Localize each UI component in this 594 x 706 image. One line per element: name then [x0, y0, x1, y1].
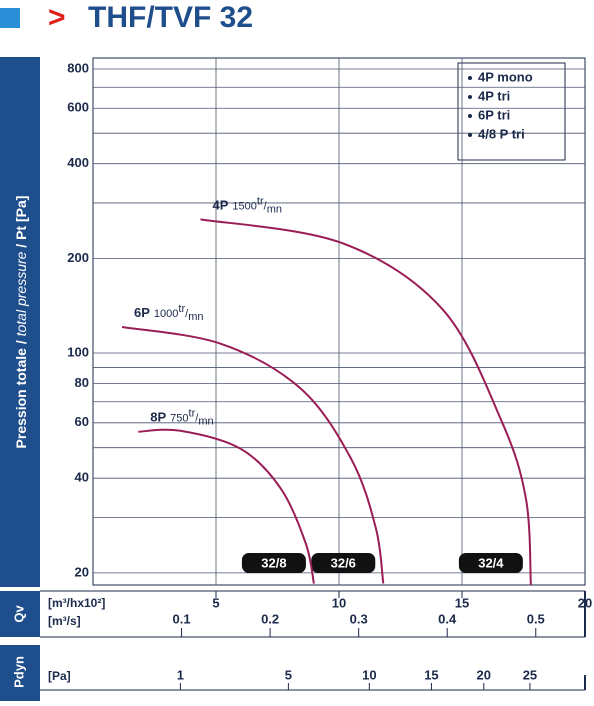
y-band	[0, 57, 40, 587]
legend-bullet	[468, 76, 472, 80]
model-tag: 32/8	[261, 555, 286, 570]
curve-name: 8P	[150, 410, 166, 425]
curve-unit: mn	[188, 311, 203, 323]
x3-axis-label: [Pa]	[48, 669, 71, 683]
legend-item: 4P tri	[478, 88, 510, 103]
y-tick-label: 400	[67, 155, 89, 170]
legend-item: 4/8 P tri	[478, 126, 525, 141]
model-tag-box	[311, 553, 376, 573]
x3-tick-label: 1	[177, 667, 184, 682]
x-tick-label: 5	[212, 595, 219, 610]
y-tick-label: 100	[67, 344, 89, 359]
model-tag-box	[241, 553, 306, 573]
y-tick-label: 60	[75, 414, 89, 429]
curve-unit-sep: /	[195, 413, 199, 425]
x2-tick-label: 0.2	[261, 611, 279, 626]
curve	[200, 218, 532, 586]
qv-band	[0, 591, 40, 637]
x3-tick-label: 25	[523, 667, 537, 682]
curve-unit: mn	[198, 416, 213, 428]
legend-item: 6P tri	[478, 107, 510, 122]
y-label-part: total pressure	[13, 251, 29, 336]
curve	[121, 326, 385, 584]
y-tick-label: 40	[75, 470, 89, 485]
legend-bullet	[468, 114, 472, 118]
y-tick-label: 800	[67, 60, 89, 75]
curve-unit: tr	[189, 408, 196, 420]
curve-name: 4P	[213, 198, 229, 213]
curve-unit: mn	[267, 203, 282, 215]
title: THF/TVF 32	[88, 1, 253, 34]
y-tick-label: 200	[67, 250, 89, 265]
x2-axis-label: [m³/s]	[48, 614, 81, 628]
curve-speed: 1000	[154, 308, 178, 320]
curve-unit: tr	[257, 195, 264, 207]
curve-label: 6P 1000tr/mn	[134, 303, 203, 323]
x-tick-label: 15	[455, 595, 469, 610]
y-label-part: / Pt [Pa]	[13, 196, 29, 252]
qv-label: Qv	[11, 605, 26, 623]
x-tick-label: 10	[332, 595, 346, 610]
model-tag: 32/6	[331, 555, 356, 570]
legend-bullet	[468, 95, 472, 99]
curve-speed: 1500	[232, 200, 256, 212]
title-square	[0, 8, 20, 28]
x2-tick-label: 0.1	[173, 611, 191, 626]
curve-speed: 750	[170, 413, 188, 425]
curve-name: 6P	[134, 305, 150, 320]
y-axis-label: Pression totale / total pressure / Pt [P…	[13, 196, 29, 449]
y-tick-label: 80	[75, 375, 89, 390]
legend-bullet	[468, 133, 472, 137]
x2-tick-label: 0.3	[350, 611, 368, 626]
curve	[138, 428, 315, 584]
title-marker: >	[48, 1, 66, 34]
y-tick-label: 20	[75, 564, 89, 579]
x2-tick-label: 0.5	[527, 611, 545, 626]
x3-tick-label: 5	[285, 667, 292, 682]
x3-tick-label: 10	[362, 667, 376, 682]
pdyn-label: Pdyn	[11, 656, 26, 688]
x2-tick-label: 0.4	[438, 611, 457, 626]
legend-item: 4P mono	[478, 69, 533, 84]
curve-label: 8P 750tr/mn	[150, 408, 213, 428]
legend	[457, 62, 566, 161]
y-tick-label: 600	[67, 100, 89, 115]
x3-tick-label: 20	[477, 667, 491, 682]
curve-label: 4P 1500tr/mn	[213, 195, 282, 215]
curve-unit-sep: /	[185, 308, 189, 320]
model-tag: 32/4	[478, 555, 504, 570]
curve-unit: tr	[178, 303, 185, 315]
x-axis-label: [m³/hx10²]	[48, 596, 105, 610]
pdyn-band	[0, 645, 40, 701]
x-tick-label: 20	[578, 595, 592, 610]
curve-unit-sep: /	[264, 200, 268, 212]
x3-tick-label: 15	[424, 667, 438, 682]
y-label-part: Pression totale /	[13, 336, 29, 448]
model-tag-box	[458, 553, 523, 573]
